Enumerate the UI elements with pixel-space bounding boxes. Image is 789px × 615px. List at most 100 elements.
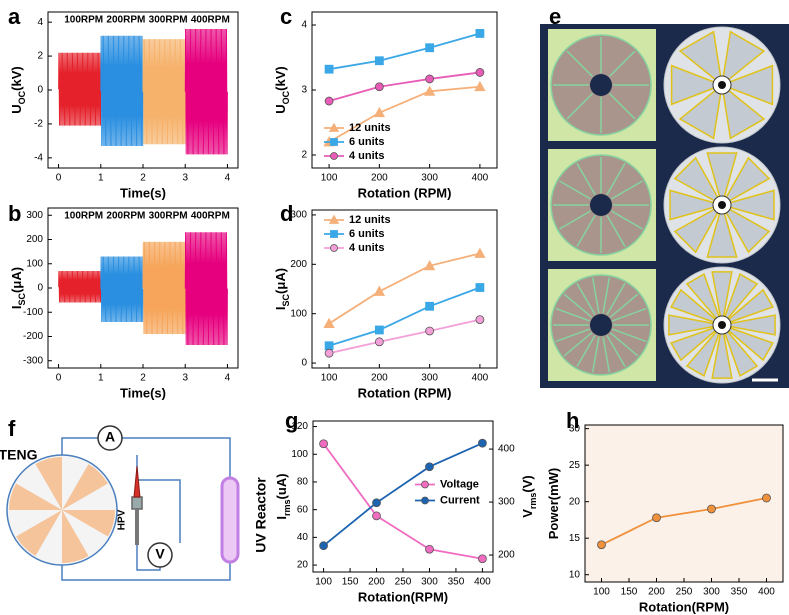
axis-label: Rotation(RPM) xyxy=(639,599,729,614)
blade xyxy=(720,30,766,87)
blade xyxy=(685,324,723,378)
line xyxy=(601,497,767,546)
x-tick-label: 1 xyxy=(98,173,104,184)
marker xyxy=(762,493,771,503)
marker xyxy=(597,540,606,550)
waveform xyxy=(142,241,186,335)
axle xyxy=(718,321,726,329)
electrode-gap xyxy=(591,277,600,314)
marker xyxy=(425,74,435,84)
y-tick-label: 120 xyxy=(291,421,308,432)
blade xyxy=(721,272,759,326)
y-tick-label: 2 xyxy=(37,51,43,62)
y-tick-label: 3 xyxy=(301,85,307,96)
marker xyxy=(324,341,334,351)
axis-label: Power(mW) xyxy=(546,468,561,540)
wedge xyxy=(62,510,115,537)
legend-label: 6 units xyxy=(349,228,384,240)
legend-label: Voltage xyxy=(440,478,479,490)
electrode-gap xyxy=(566,92,594,120)
y-tick-label: 0 xyxy=(37,283,43,294)
blade xyxy=(721,324,775,362)
marker xyxy=(372,511,381,521)
marker xyxy=(425,43,435,53)
axis-label: Time(s) xyxy=(120,385,166,400)
electrode-gap xyxy=(576,283,596,315)
x-tick-label: 100 xyxy=(321,173,338,184)
blade xyxy=(721,288,775,326)
marker xyxy=(373,106,386,118)
x-tick-label: 4 xyxy=(225,173,231,184)
blade xyxy=(711,324,733,379)
x-tick-label: 150 xyxy=(342,577,359,588)
marker xyxy=(478,438,487,448)
x-tick-label: 100 xyxy=(321,373,338,384)
y-tick-label: 200 xyxy=(26,234,43,245)
x-tick-label: 400 xyxy=(472,173,489,184)
y-tick-label: -100 xyxy=(23,307,43,318)
panel-letter: g xyxy=(285,408,298,433)
marker xyxy=(374,82,384,92)
y-tick-label: 4 xyxy=(301,20,307,31)
x-tick-label: 2 xyxy=(140,373,146,384)
line xyxy=(328,252,481,325)
x-tick-label: 0 xyxy=(56,373,62,384)
ammeter xyxy=(97,425,123,451)
marker xyxy=(425,301,435,311)
x-tick-label: 300 xyxy=(421,173,438,184)
axis-label-main: U xyxy=(9,104,24,113)
y-tick-label: 4 xyxy=(37,17,43,28)
y-tick-label: 300 xyxy=(26,210,43,221)
legend-marker xyxy=(330,152,338,160)
electrode-gap xyxy=(606,163,626,195)
marker xyxy=(475,68,485,77)
marker xyxy=(475,315,485,325)
electrode-gap xyxy=(612,307,647,322)
line xyxy=(328,286,481,347)
x-tick-label: 300 xyxy=(421,577,438,588)
electrode-gap xyxy=(611,180,643,200)
waveform xyxy=(100,256,144,322)
segment-label: 100RPM xyxy=(64,211,103,222)
legend-label: 12 units xyxy=(349,122,391,134)
y-tick-label: 60 xyxy=(297,504,309,515)
plot-frame xyxy=(311,11,498,169)
x-tick-label: 200 xyxy=(368,577,385,588)
legend-label: 12 units xyxy=(349,214,391,226)
segment-label: 300RPM xyxy=(149,211,188,222)
line xyxy=(328,71,481,102)
blade xyxy=(685,272,723,326)
marker xyxy=(423,259,436,271)
electrode-gap xyxy=(576,335,596,367)
blade xyxy=(711,271,733,326)
segment-label: 400RPM xyxy=(191,211,230,222)
electrode-gap xyxy=(608,92,636,120)
x-tick-label: 3 xyxy=(182,173,188,184)
uv-reactor xyxy=(220,476,240,564)
blade xyxy=(719,64,774,106)
hole xyxy=(590,314,612,336)
marker xyxy=(319,541,328,551)
legend-marker xyxy=(421,480,429,489)
axis-label-main: U xyxy=(273,104,288,113)
hole xyxy=(590,74,612,96)
x-tick-label: 400 xyxy=(472,373,489,384)
blade xyxy=(721,314,776,336)
x-tick-label: 100 xyxy=(593,587,610,598)
hpv-label: HPV xyxy=(117,509,128,530)
electrode-gap xyxy=(563,332,593,357)
marker xyxy=(425,544,434,554)
panel-letter: h xyxy=(566,408,579,433)
electrode-gap xyxy=(602,336,611,373)
marker xyxy=(475,283,485,292)
electrode-gap xyxy=(576,215,596,247)
blade xyxy=(673,156,724,207)
axis-label-main: Power(mW) xyxy=(546,468,561,540)
legend-marker xyxy=(330,138,338,146)
x-tick-label: 400 xyxy=(758,587,775,598)
x-tick-label: 400 xyxy=(474,577,491,588)
x-tick-label: 150 xyxy=(621,587,638,598)
line xyxy=(328,32,481,71)
x-tick-label: 300 xyxy=(421,373,438,384)
blade xyxy=(668,314,723,336)
